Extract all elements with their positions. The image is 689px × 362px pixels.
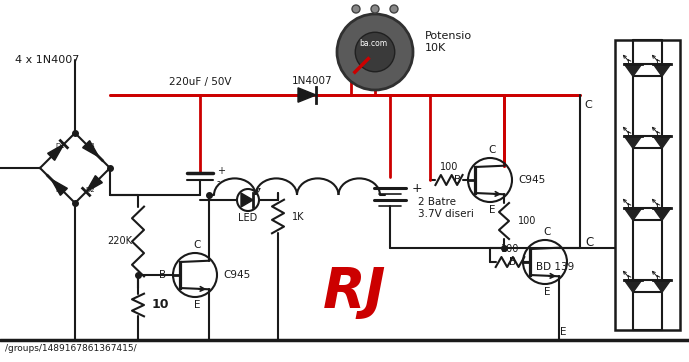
Text: E: E	[559, 327, 566, 337]
Polygon shape	[48, 144, 64, 160]
Text: 2 Batre
3.7V diseri: 2 Batre 3.7V diseri	[418, 197, 474, 219]
Polygon shape	[624, 136, 642, 148]
Text: /groups/1489167861367415/: /groups/1489167861367415/	[5, 344, 136, 353]
Circle shape	[356, 32, 395, 72]
Circle shape	[352, 5, 360, 13]
Text: D4: D4	[85, 143, 95, 149]
Text: E: E	[544, 287, 551, 297]
Text: B: B	[455, 175, 462, 185]
Polygon shape	[653, 64, 671, 76]
Text: 100: 100	[440, 162, 458, 172]
Polygon shape	[624, 280, 642, 292]
Text: 1K: 1K	[292, 212, 305, 222]
Polygon shape	[51, 179, 68, 195]
Circle shape	[337, 14, 413, 90]
Text: B: B	[509, 257, 517, 267]
Polygon shape	[653, 136, 671, 148]
Text: C: C	[194, 240, 200, 250]
Text: Potensio
10K: Potensio 10K	[425, 31, 472, 53]
Text: C945: C945	[518, 175, 545, 185]
Polygon shape	[86, 176, 103, 192]
Text: 10: 10	[152, 299, 169, 311]
Polygon shape	[653, 280, 671, 292]
Polygon shape	[624, 208, 642, 220]
Text: +: +	[217, 166, 225, 176]
Text: +: +	[412, 181, 422, 194]
Text: 100: 100	[501, 244, 520, 254]
Polygon shape	[298, 88, 316, 102]
Circle shape	[371, 5, 379, 13]
Text: D2: D2	[85, 187, 95, 193]
Polygon shape	[241, 193, 253, 207]
Text: C945: C945	[223, 270, 250, 280]
Bar	[615, 40, 680, 330]
Text: 220uF / 50V: 220uF / 50V	[169, 77, 232, 87]
Text: E: E	[194, 300, 200, 310]
Text: C: C	[584, 100, 592, 110]
Text: 4 x 1N4007: 4 x 1N4007	[15, 55, 79, 65]
Text: RJ: RJ	[323, 265, 387, 319]
Text: D1: D1	[55, 143, 65, 149]
Text: LED: LED	[238, 213, 258, 223]
Text: E: E	[489, 205, 495, 215]
Text: 100: 100	[518, 216, 536, 226]
Text: C: C	[489, 145, 495, 155]
Text: C: C	[544, 227, 551, 237]
Polygon shape	[83, 140, 99, 157]
Text: 220K: 220K	[107, 236, 132, 247]
Text: C: C	[586, 236, 594, 249]
Text: D3: D3	[55, 187, 65, 193]
Text: B: B	[159, 270, 167, 280]
Text: ba.com: ba.com	[359, 39, 387, 49]
Text: BD 139: BD 139	[536, 262, 574, 272]
Text: 1N4007: 1N4007	[291, 76, 332, 86]
Circle shape	[390, 5, 398, 13]
Polygon shape	[653, 208, 671, 220]
Text: -: -	[217, 176, 220, 186]
Polygon shape	[624, 64, 642, 76]
